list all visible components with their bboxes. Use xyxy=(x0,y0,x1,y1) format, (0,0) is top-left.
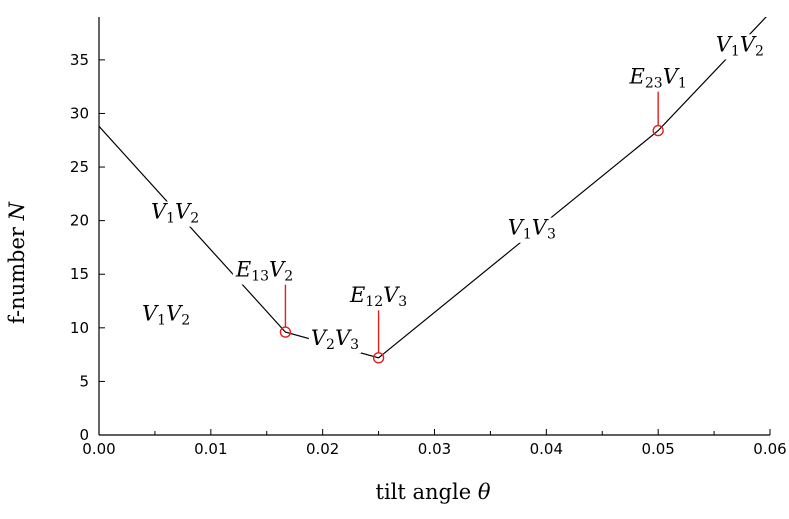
segment-label: V1V2 xyxy=(716,32,764,59)
x-tick-label: 0.06 xyxy=(753,440,786,458)
segment-label-symbol: V xyxy=(311,326,328,350)
marker-layer xyxy=(279,124,664,364)
series-line xyxy=(99,17,767,359)
y-tick-label: 20 xyxy=(70,212,89,230)
segment-label-symbol: V xyxy=(335,326,352,350)
y-tick-label: 35 xyxy=(70,51,89,69)
segment-label-subscript: 3 xyxy=(350,337,359,353)
segment-label-subscript: 1 xyxy=(157,313,166,329)
segment-label-halo xyxy=(713,34,766,60)
y-tick-label: 30 xyxy=(70,104,89,122)
segment-label-symbol: V xyxy=(142,301,159,325)
segment-label: V1V2 xyxy=(142,301,190,328)
y-tick-label: 15 xyxy=(70,265,89,283)
segment-label-halo xyxy=(346,285,410,311)
segment-label-subscript: 2 xyxy=(181,313,190,329)
segment-label-subscript: 1 xyxy=(678,76,687,92)
segment-label-symbol: E xyxy=(235,257,251,281)
y-axis-title: f-number N xyxy=(5,201,29,324)
x-tick-label: 0.02 xyxy=(306,440,339,458)
segment-label-subscript: 3 xyxy=(398,294,407,310)
segment-label-halo xyxy=(626,66,689,92)
callout-layer xyxy=(284,91,659,353)
segment-label: E12V3 xyxy=(349,283,407,310)
segment-label-symbol: V xyxy=(383,283,400,307)
segment-label-symbol: V xyxy=(508,216,525,240)
y-axis-ticks: 0 5 10 15 20 25 30 35 xyxy=(70,51,105,444)
y-tick-label: 25 xyxy=(70,158,89,176)
segment-label-subscript: 13 xyxy=(251,269,269,285)
x-axis-ticks: 0.00 0.01 0.02 0.03 0.04 0.05 0.06 xyxy=(82,429,787,458)
segment-label-subscript: 2 xyxy=(190,211,199,227)
x-tick-label: 0.05 xyxy=(641,440,674,458)
segment-label-subscript: 1 xyxy=(166,211,175,227)
segment-label-symbol: V xyxy=(740,32,757,56)
segment-label-subscript: 23 xyxy=(645,76,663,92)
x-tick-label: 0.01 xyxy=(194,440,227,458)
segment-label-symbol: V xyxy=(663,64,680,88)
segment-label: E23V1 xyxy=(629,64,687,91)
segment-label-symbol: V xyxy=(175,199,192,223)
y-tick-label: 0 xyxy=(79,426,89,444)
segment-label-halo xyxy=(148,201,202,227)
segment-label-subscript: 2 xyxy=(326,337,335,353)
segment-label: V1V3 xyxy=(508,216,556,243)
segment-label-symbol: V xyxy=(166,301,183,325)
segment-label-halo xyxy=(140,303,193,329)
marker-circle xyxy=(372,352,385,364)
x-axis-title: tilt angle θ xyxy=(376,480,491,504)
x-axis-title-symbol: θ xyxy=(478,480,491,504)
x-tick-label: 0.04 xyxy=(530,440,563,458)
segment-label-subscript: 3 xyxy=(547,227,556,243)
segment-label-subscript: 1 xyxy=(523,227,532,243)
segment-label: V1V2 xyxy=(151,199,199,226)
segment-label-halo xyxy=(232,259,296,285)
marker-circle xyxy=(652,124,664,137)
x-tick-label: 0.00 xyxy=(82,440,115,458)
marker-circle xyxy=(279,326,292,338)
y-tick-label: 5 xyxy=(79,372,89,390)
segment-label-subscript: 2 xyxy=(284,269,293,285)
segment-label: E13V2 xyxy=(235,257,293,284)
y-tick-label: 10 xyxy=(70,319,89,337)
segment-label-halo xyxy=(505,217,558,243)
y-axis-title-text: f-number xyxy=(5,226,29,324)
y-axis-title-symbol: N xyxy=(5,201,29,221)
series-layer xyxy=(99,17,767,359)
x-tick-label: 0.03 xyxy=(418,440,451,458)
segment-label-symbol: V xyxy=(716,32,733,56)
segment-label-symbol: V xyxy=(151,199,168,223)
segment-label-halo xyxy=(308,327,362,354)
segment-label-subscript: 2 xyxy=(755,43,764,59)
x-axis-title-text: tilt angle xyxy=(376,480,472,504)
segment-label-symbol: V xyxy=(269,257,286,281)
segment-label-symbol: E xyxy=(629,64,645,88)
segment-label-subscript: 1 xyxy=(731,43,740,59)
segment-label-subscript: 12 xyxy=(365,294,383,310)
segment-label-symbol: E xyxy=(349,283,365,307)
segment-label: V2V3 xyxy=(311,326,359,353)
segment-label-symbol: V xyxy=(532,216,549,240)
